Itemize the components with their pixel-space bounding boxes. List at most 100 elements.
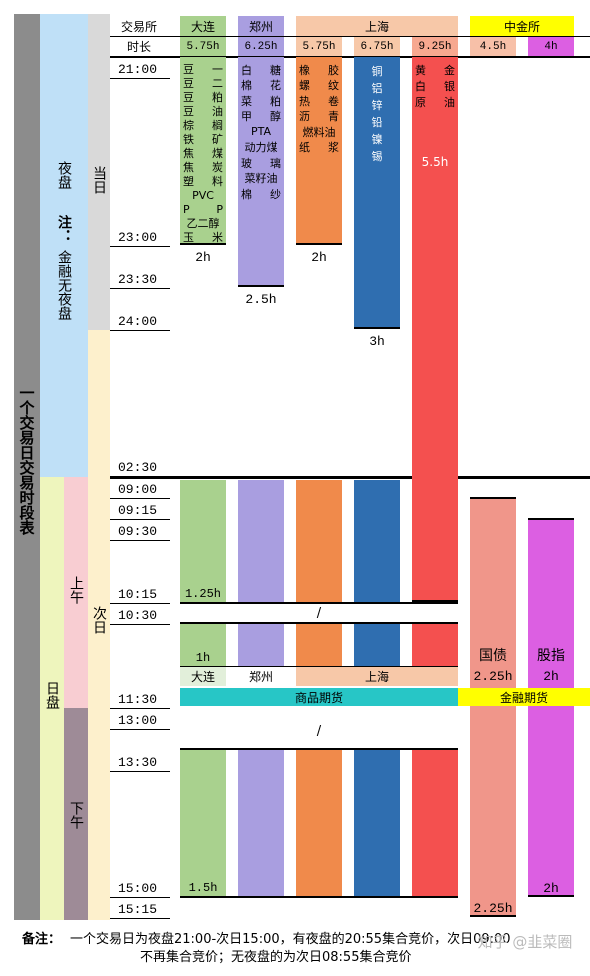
mini-header: 郑州 [238, 667, 284, 686]
product: 菜粕 [241, 94, 281, 108]
afternoon-col [64, 708, 88, 920]
morning-bar [354, 480, 400, 602]
product: PVC [192, 188, 214, 202]
morning-bar [296, 480, 342, 602]
product: 白银 [415, 80, 455, 93]
night-duration: 2h [311, 249, 327, 265]
next-day-label: 次日 [91, 606, 107, 634]
exchange-name: 大连 [180, 16, 226, 36]
financial-name: 国债 [479, 648, 507, 664]
afternoon-bar [412, 750, 458, 896]
time-label: 13:30 [118, 754, 158, 770]
morning-label: 上午 [68, 576, 84, 604]
time-label: 23:00 [118, 229, 158, 245]
rule [110, 918, 170, 920]
day-break: / [316, 605, 322, 621]
exchange-duration: 9.25h [412, 37, 458, 56]
product: 玉米 [183, 231, 223, 244]
afternoon-bar [238, 750, 284, 896]
rule [110, 624, 170, 626]
product: 锌 [371, 98, 383, 112]
product: 棉花 [241, 79, 281, 93]
mid-bar [354, 624, 400, 666]
exchange-duration: 6.25h [238, 37, 284, 56]
product: 动力煤 [244, 141, 278, 155]
time-label: 21:00 [118, 61, 158, 77]
product: 棕榈 [183, 119, 223, 132]
financial-bar [528, 518, 574, 897]
mid-bar [296, 624, 342, 666]
title-col [14, 14, 40, 920]
time-label: 09:00 [118, 481, 158, 497]
next-day-col [88, 330, 110, 920]
mini-header: 上海 [296, 667, 458, 686]
product: 铁矿 [183, 133, 223, 146]
night-bar [412, 57, 458, 602]
product: 乙二醇 [186, 217, 220, 230]
financial-total: 2.25h [473, 900, 513, 916]
product: 原油 [415, 96, 455, 109]
time-label: 10:15 [118, 586, 158, 602]
rule [180, 622, 458, 624]
rule [110, 729, 170, 731]
product: 锡 [371, 149, 383, 163]
commodity-bar: 商品期货 [180, 688, 458, 706]
product: 焦煤 [183, 147, 223, 160]
product: 黄金 [415, 64, 455, 77]
day-col [40, 477, 64, 920]
same-day-col [88, 14, 110, 330]
rule [180, 602, 458, 604]
rule [110, 540, 170, 542]
rule [110, 36, 590, 37]
day-duration: 1.25h [184, 586, 221, 601]
title: 一个交易日交易时段表 [17, 385, 36, 535]
time-label: 24:00 [118, 313, 158, 329]
rule [180, 666, 458, 667]
night-bar [354, 57, 400, 329]
rule [110, 246, 170, 248]
rule [110, 897, 170, 899]
rule [110, 519, 170, 521]
financial-total: 2h [543, 880, 559, 896]
financial-band: 金融期货 [458, 688, 590, 706]
exchange-duration: 5.75h [180, 37, 226, 56]
footer-line: 不再集合竞价；无夜盘的为次日08:55集合竞价 [140, 949, 412, 965]
mid-bar [412, 624, 458, 666]
mini-header: 大连 [180, 667, 226, 686]
morning-col [64, 477, 88, 708]
product: 镍 [371, 132, 383, 146]
time-label: 10:30 [118, 607, 158, 623]
note-text: 金融无夜盘 [56, 250, 72, 320]
rule [110, 288, 170, 290]
same-day-label: 当日 [91, 166, 107, 194]
time-label: 09:15 [118, 502, 158, 518]
day-duration: 1h [195, 651, 211, 665]
day-duration: 1.5h [188, 881, 218, 895]
product: 豆二 [183, 77, 223, 90]
product: 橡胶 [299, 63, 339, 77]
rule [110, 771, 170, 773]
rule [110, 498, 170, 500]
afternoon-bar [180, 750, 226, 896]
rule [110, 56, 590, 58]
product: 热卷 [299, 94, 339, 108]
night-duration: 2.5h [245, 291, 277, 307]
rule [110, 330, 170, 332]
rule [180, 896, 458, 898]
exchange-name: 郑州 [238, 16, 284, 36]
financial-name: 股指 [537, 648, 565, 664]
night-bar [180, 57, 226, 245]
night-col [40, 14, 88, 477]
night-bar [238, 57, 284, 287]
exchange-duration: 4h [528, 37, 574, 56]
afternoon-bar [296, 750, 342, 896]
product: 玻璃 [241, 156, 281, 170]
rule [110, 708, 170, 710]
product: 铝 [371, 81, 383, 95]
night-label: 夜盘 [56, 161, 72, 189]
exchange-duration: 4.5h [470, 37, 516, 56]
exchange-duration: 5.75h [296, 37, 342, 56]
time-label: 15:00 [118, 880, 158, 896]
time-label: 02:30 [118, 459, 158, 475]
